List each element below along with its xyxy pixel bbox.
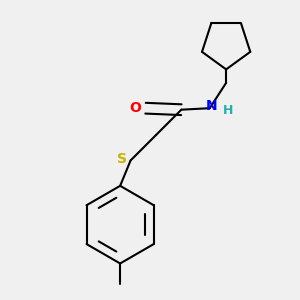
Text: H: H	[223, 104, 233, 117]
Text: S: S	[117, 152, 127, 166]
Text: O: O	[129, 101, 141, 115]
Text: N: N	[206, 99, 217, 113]
